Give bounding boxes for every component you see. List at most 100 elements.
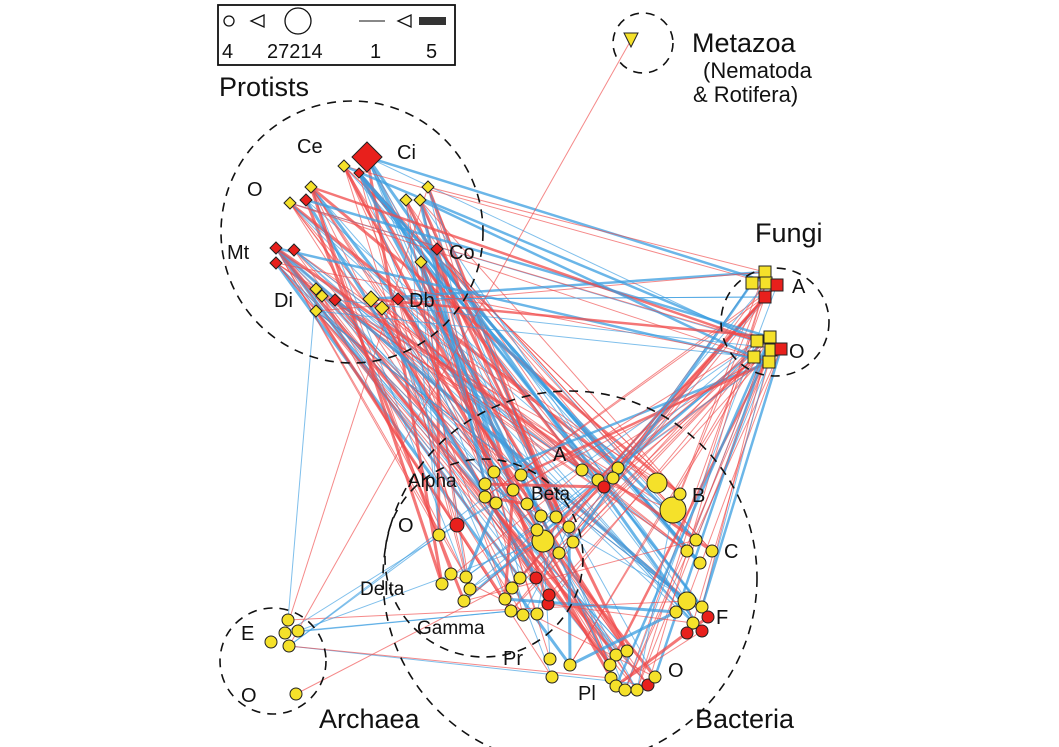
- protists-title: Protists: [219, 72, 309, 102]
- fungus-node: [774, 342, 788, 356]
- positive-edge: [275, 247, 521, 579]
- bacterium-node: [686, 616, 700, 630]
- protist-node: [351, 141, 383, 173]
- positive-edge: [547, 603, 694, 624]
- protists-label-ce: Ce: [297, 136, 323, 158]
- bacterium-node: [618, 683, 632, 697]
- legend: 4 27214 1 5: [217, 4, 456, 66]
- bacterium-node: [516, 608, 530, 622]
- negative-edge: [469, 540, 544, 590]
- bacterium-node: [444, 567, 458, 581]
- fungus-node: [762, 355, 776, 369]
- protists-label-o: O: [247, 179, 263, 201]
- negative-edge: [465, 348, 782, 578]
- bacterium-node: [689, 533, 703, 547]
- negative-edge: [305, 198, 771, 339]
- positive-edge: [405, 199, 551, 660]
- bacteria-label-f: F: [716, 607, 728, 629]
- positive-edge: [463, 539, 697, 602]
- bacterium-node: [534, 509, 548, 523]
- fungi-label-o: O: [789, 341, 805, 363]
- bacteria-label-c: C: [724, 541, 738, 563]
- archaea-label-o: O: [241, 685, 257, 707]
- fungus-node: [763, 330, 777, 344]
- bacterium-node: [478, 477, 492, 491]
- metazoa-boundary: [612, 12, 674, 74]
- protist-node: [414, 255, 428, 269]
- positive-edge: [397, 298, 583, 471]
- bacterium-node: [695, 600, 709, 614]
- metazoa-title: Metazoa: [692, 28, 797, 58]
- protists-label-di: Di: [274, 290, 293, 312]
- bacterium-node: [695, 624, 709, 638]
- positive-edge: [495, 340, 758, 504]
- positive-edge: [483, 496, 612, 666]
- bacteria-label-beta: Beta: [531, 484, 571, 505]
- bacterium-node: [648, 670, 662, 684]
- legend-min-width: 1: [370, 41, 381, 63]
- archaeon-node: [282, 639, 296, 653]
- bacterium-node: [620, 644, 634, 658]
- negative-edge: [275, 247, 549, 605]
- bacterium-node: [659, 496, 687, 524]
- network-edges: [274, 39, 783, 695]
- bacteria-title: Bacteria: [695, 704, 795, 734]
- protists-label-mt: Mt: [227, 242, 250, 264]
- bacteria-boundary: [382, 390, 758, 747]
- positive-edge: [520, 360, 770, 477]
- archaeon-node: [278, 626, 292, 640]
- protist-node: [269, 241, 283, 255]
- negative-edge: [418, 199, 487, 485]
- fungus-node: [770, 278, 784, 292]
- bacterium-node: [520, 497, 534, 511]
- negative-edge: [536, 516, 557, 615]
- bacterium-node: [549, 510, 563, 524]
- positive-edge: [289, 202, 770, 363]
- negative-edge: [365, 156, 704, 632]
- negative-edge: [284, 610, 512, 634]
- positive-edge: [624, 348, 782, 691]
- fungus-node: [758, 290, 772, 304]
- bacterium-node: [449, 517, 465, 533]
- bacteria-label-gamma: Gamma: [417, 618, 485, 639]
- positive-edge: [396, 298, 613, 679]
- positive-edge: [547, 336, 771, 605]
- protists-label-db: Db: [409, 290, 435, 312]
- positive-edge: [310, 186, 452, 575]
- positive-edge: [284, 186, 429, 634]
- protist-node: [362, 290, 380, 308]
- protists-label-ci: Ci: [397, 142, 416, 164]
- positive-edge: [484, 482, 605, 489]
- negative-edge: [288, 645, 649, 686]
- positive-edge: [636, 349, 772, 691]
- positive-edge: [321, 295, 524, 616]
- protist-node: [374, 300, 390, 316]
- bacterium-node: [457, 594, 471, 608]
- protist-node: [309, 304, 323, 318]
- negative-edge: [297, 540, 544, 632]
- positive-edge: [289, 202, 758, 342]
- negative-edge: [700, 348, 783, 608]
- negative-edge: [293, 249, 694, 624]
- bacteria-label-alpha: Alpha: [408, 471, 457, 492]
- bacterium-node: [566, 535, 580, 549]
- positive-edge: [427, 186, 766, 273]
- protist-node: [269, 256, 283, 270]
- fungus-node: [745, 276, 759, 290]
- bacterium-node: [542, 588, 556, 602]
- legend-box: [217, 4, 456, 66]
- negative-edge: [420, 261, 497, 504]
- positive-edge: [370, 297, 771, 339]
- bacterium-node: [603, 658, 617, 672]
- positive-edge: [597, 284, 778, 481]
- bacterium-node: [478, 490, 492, 504]
- negative-edge: [419, 199, 688, 602]
- bacterium-node: [693, 556, 707, 570]
- network-nodes: [264, 32, 788, 701]
- protists-boundary: [220, 100, 484, 364]
- bacterium-node: [669, 605, 683, 619]
- bacterium-node: [498, 592, 512, 606]
- archaea-title: Archaea: [319, 704, 421, 734]
- negative-edge: [526, 340, 758, 505]
- positive-edge: [309, 186, 444, 585]
